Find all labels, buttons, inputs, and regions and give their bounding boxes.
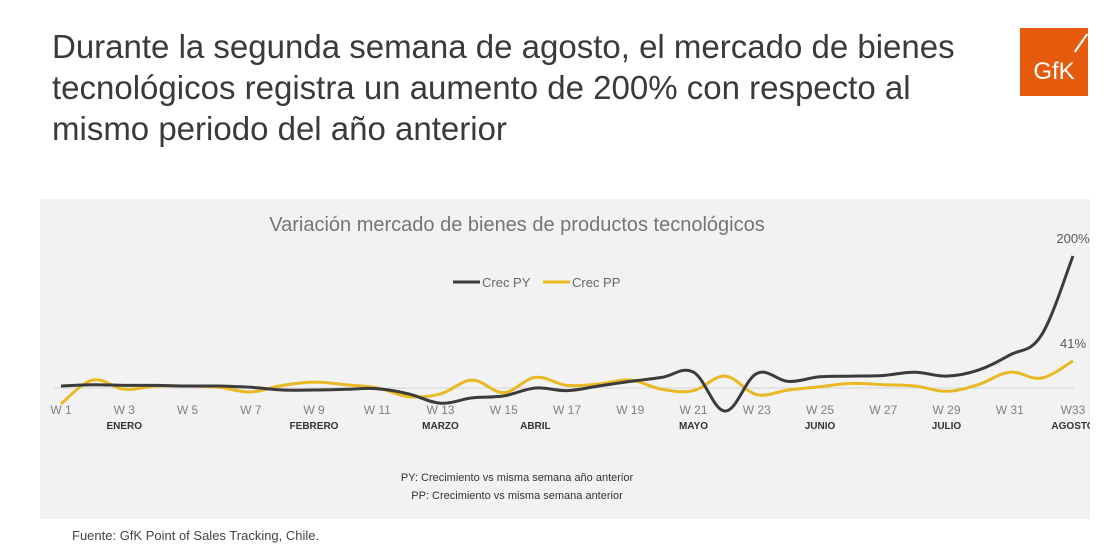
line-chart: Variación mercado de bienes de productos… bbox=[50, 214, 1090, 502]
data-label: 41% bbox=[1060, 336, 1086, 351]
x-tick-label: W 21 bbox=[679, 403, 707, 417]
month-label: JUNIO bbox=[805, 421, 836, 432]
x-tick-label: W 15 bbox=[490, 403, 518, 417]
x-tick-label: W 1 bbox=[50, 403, 72, 417]
x-tick-label: W 9 bbox=[303, 403, 325, 417]
legend-label-pp: Crec PP bbox=[572, 275, 620, 290]
month-label: MARZO bbox=[422, 421, 459, 432]
chart-title: Variación mercado de bienes de productos… bbox=[269, 214, 765, 236]
month-label: MAYO bbox=[679, 421, 708, 432]
x-tick-labels: W 1 W 3 W 5 W 7 W 9 W 11 W 13 W 15 W 17 W 19 W 21 W… bbox=[50, 403, 1085, 417]
x-tick-label: W 11 bbox=[364, 403, 391, 417]
month-label: ENERO bbox=[106, 421, 142, 432]
series-line-pp bbox=[60, 359, 1074, 406]
logo-text: GfK bbox=[1033, 58, 1075, 85]
source-note: Fuente: GfK Point of Sales Tracking, Chi… bbox=[72, 528, 320, 543]
footnote-py: PY: Crecimiento vs misma semana año ante… bbox=[401, 472, 634, 484]
x-tick-label: W 13 bbox=[426, 403, 454, 417]
month-label: JULIO bbox=[932, 421, 962, 432]
series-line-py bbox=[60, 255, 1075, 413]
data-label: 200% bbox=[1056, 231, 1090, 246]
x-tick-label: W 3 bbox=[114, 403, 136, 417]
x-tick-label: W 27 bbox=[869, 403, 897, 417]
legend-label-py: Crec PY bbox=[482, 275, 531, 290]
x-tick-label: W 7 bbox=[240, 403, 262, 417]
logo-slash-icon bbox=[1073, 33, 1089, 53]
month-label: ABRIL bbox=[520, 421, 551, 432]
chart-panel: Variación mercado de bienes de productos… bbox=[40, 199, 1090, 519]
x-tick-label: W 5 bbox=[177, 403, 199, 417]
x-tick-label: W 23 bbox=[743, 403, 771, 417]
series-layer bbox=[60, 255, 1075, 413]
legend: Crec PY Crec PP bbox=[453, 275, 620, 290]
month-labels: ENERO FEBRERO MARZO ABRIL MAYO JUNIO JULIO AGOS… bbox=[106, 421, 1090, 432]
x-tick-label: W 25 bbox=[806, 403, 834, 417]
x-tick-label: W 31 bbox=[996, 403, 1024, 417]
footnote-pp: PP: Crecimiento vs misma semana anterior bbox=[411, 490, 623, 502]
x-tick-label: W33 bbox=[1061, 403, 1086, 417]
x-tick-label: W 19 bbox=[616, 403, 644, 417]
month-label: AGOSTO bbox=[1051, 421, 1090, 432]
headline: Durante la segunda semana de agosto, el … bbox=[52, 28, 955, 147]
data-labels: 200% 41% bbox=[1056, 231, 1090, 351]
month-label: FEBRERO bbox=[290, 421, 339, 432]
gfk-logo: GfK bbox=[1020, 28, 1089, 96]
x-tick-label: W 17 bbox=[553, 403, 581, 417]
x-tick-label: W 29 bbox=[932, 403, 960, 417]
